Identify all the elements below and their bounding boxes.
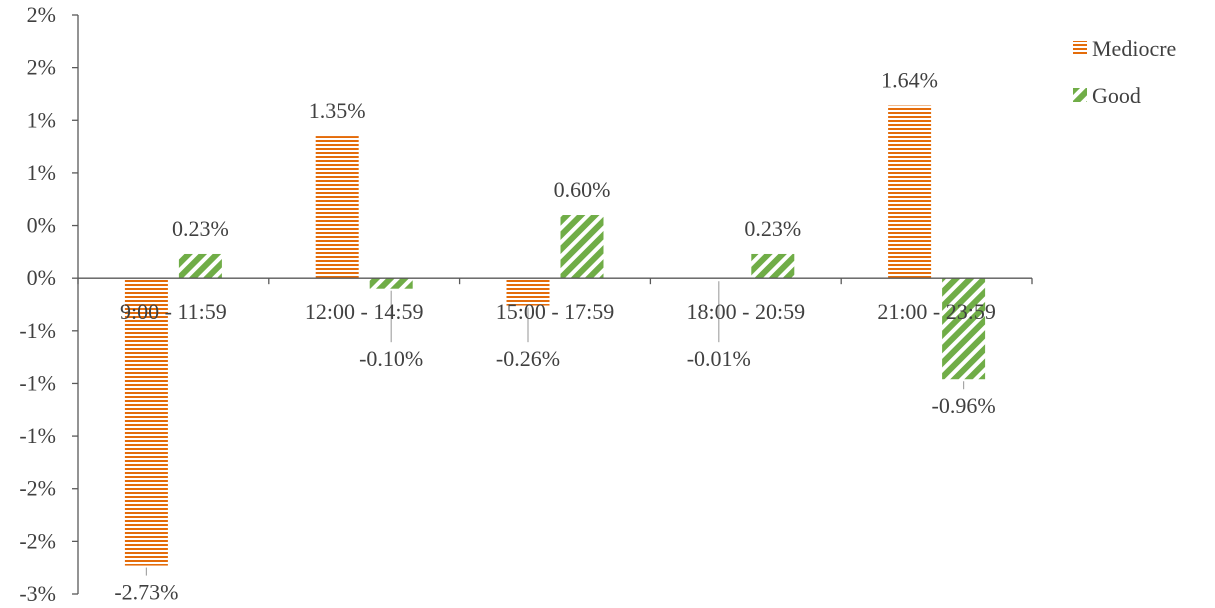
x-category-label: 15:00 - 17:59 [496, 299, 615, 324]
x-category-label: 21:00 - 23:59 [877, 299, 996, 324]
y-tick-label: 2% [27, 2, 56, 27]
y-tick-label: -1% [19, 423, 56, 448]
y-tick-label: 0% [27, 265, 56, 290]
legend-label: Good [1092, 83, 1141, 108]
y-tick-label: 0% [27, 213, 56, 238]
bar-good [751, 253, 795, 279]
bar-good [560, 215, 604, 279]
y-tick-label: -2% [19, 528, 56, 553]
y-tick-label: 1% [27, 160, 56, 185]
data-label: 0.23% [172, 216, 229, 241]
bar-mediocre [888, 105, 932, 279]
data-label: -0.10% [359, 346, 423, 371]
y-tick-label: -2% [19, 476, 56, 501]
bar-mediocre [506, 278, 550, 306]
bar-mediocre [315, 136, 359, 279]
y-tick-label: -3% [19, 581, 56, 606]
legend-swatch-good [1073, 88, 1087, 102]
data-label: -0.01% [687, 346, 751, 371]
bar-good [178, 253, 222, 279]
data-label: -2.73% [114, 580, 178, 605]
data-label: 0.60% [554, 177, 611, 202]
y-tick-label: -1% [19, 370, 56, 395]
y-tick-label: -1% [19, 318, 56, 343]
data-label: 0.23% [744, 216, 801, 241]
bar-good [942, 278, 986, 380]
x-category-label: 9:00 - 11:59 [120, 299, 227, 324]
legend-swatch-mediocre [1073, 41, 1087, 55]
bar-mediocre [697, 278, 741, 280]
x-category-label: 18:00 - 20:59 [687, 299, 806, 324]
data-label: 1.64% [881, 68, 938, 93]
data-label: 1.35% [309, 98, 366, 123]
data-label: -0.26% [496, 346, 560, 371]
y-tick-label: 2% [27, 55, 56, 80]
legend-label: Mediocre [1092, 36, 1176, 61]
x-category-label: 12:00 - 14:59 [305, 299, 424, 324]
bar-good [369, 278, 413, 289]
y-tick-label: 1% [27, 107, 56, 132]
bar-mediocre [124, 278, 168, 566]
data-label: -0.96% [932, 393, 996, 418]
